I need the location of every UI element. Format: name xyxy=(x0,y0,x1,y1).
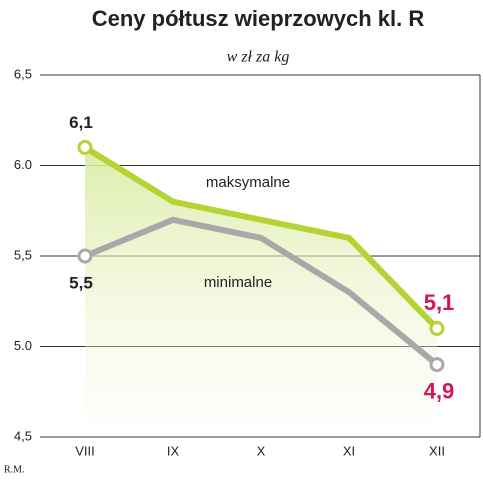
marker xyxy=(77,139,93,155)
value-label: 6,1 xyxy=(69,113,93,132)
value-label: 5,5 xyxy=(69,273,93,292)
x-tick-label: XI xyxy=(343,443,355,458)
credit: R.M. xyxy=(4,464,25,475)
y-tick-label: 5,5 xyxy=(14,247,32,262)
value-label: 4,9 xyxy=(424,378,455,403)
y-tick-label: 6,5 xyxy=(14,66,32,81)
x-tick-label: IX xyxy=(167,443,180,458)
series-line xyxy=(83,216,439,367)
x-tick-label: XII xyxy=(429,443,445,458)
series-line xyxy=(83,144,440,331)
x-tick-label: VIII xyxy=(75,443,95,458)
marker xyxy=(77,248,93,264)
series-label: maksymalne xyxy=(206,174,290,191)
value-label: 5,1 xyxy=(424,290,455,315)
chart-title: Ceny półtusz wieprzowych kl. R xyxy=(92,6,425,31)
x-tick-label: X xyxy=(257,443,266,458)
y-tick-label: 5.0 xyxy=(14,338,32,353)
series-label: minimalne xyxy=(204,274,272,291)
y-tick-label: 4,5 xyxy=(14,428,32,443)
area xyxy=(85,147,437,420)
marker xyxy=(429,357,445,373)
chart-subtitle: w zł za kg xyxy=(227,49,290,66)
y-tick-label: 6.0 xyxy=(14,157,32,172)
marker xyxy=(429,320,445,336)
